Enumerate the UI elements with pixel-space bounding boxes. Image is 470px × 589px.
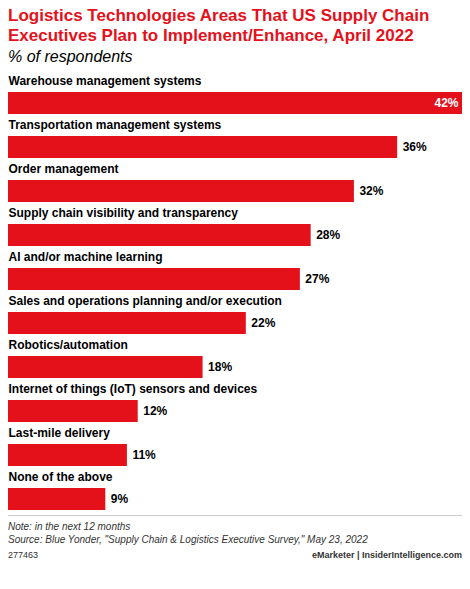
svg-text:AI and/or machine learning: AI and/or machine learning [9,250,163,264]
svg-text:None of the above: None of the above [9,470,113,484]
svg-text:Last-mile delivery: Last-mile delivery [9,426,111,440]
html-text:% of respondents: % of respondents [8,48,133,65]
svg-text:Internet of things (IoT) senso: Internet of things (IoT) sensors and dev… [9,382,258,396]
svg-text:Transportation management syst: Transportation management systems [9,118,222,132]
svg-text:42%: 42% [434,96,458,110]
svg-text:27%: 27% [305,272,329,286]
svg-text:Sales and operations planning: Sales and operations planning and/or exe… [9,294,282,308]
svg-text:22%: 22% [251,316,275,330]
svg-text:Supply chain visibility and tr: Supply chain visibility and transparency [9,206,239,220]
svg-text:18%: 18% [208,360,232,374]
svg-text:11%: 11% [132,448,156,462]
svg-text:28%: 28% [316,228,340,242]
html-text:277463: 277463 [8,550,38,560]
html-text:Source: Blue Yonder, "Supply C: Source: Blue Yonder, "Supply Chain & Log… [8,534,368,545]
svg-text:32%: 32% [359,184,383,198]
svg-text:9%: 9% [111,492,129,506]
html-text:eMarketer | InsiderIntelligenc: eMarketer | InsiderIntelligence.com [311,550,462,560]
svg-text:Order management: Order management [9,162,119,176]
html-text:Note: in the next 12 months: Note: in the next 12 months [8,521,131,532]
svg-text:Warehouse management systems: Warehouse management systems [9,74,202,88]
svg-text:Robotics/automation: Robotics/automation [9,338,128,352]
svg-text:36%: 36% [403,140,427,154]
html-text:Logistics Technologies Areas T: Logistics Technologies Areas That US Sup… [8,6,430,45]
svg-text:12%: 12% [143,404,167,418]
